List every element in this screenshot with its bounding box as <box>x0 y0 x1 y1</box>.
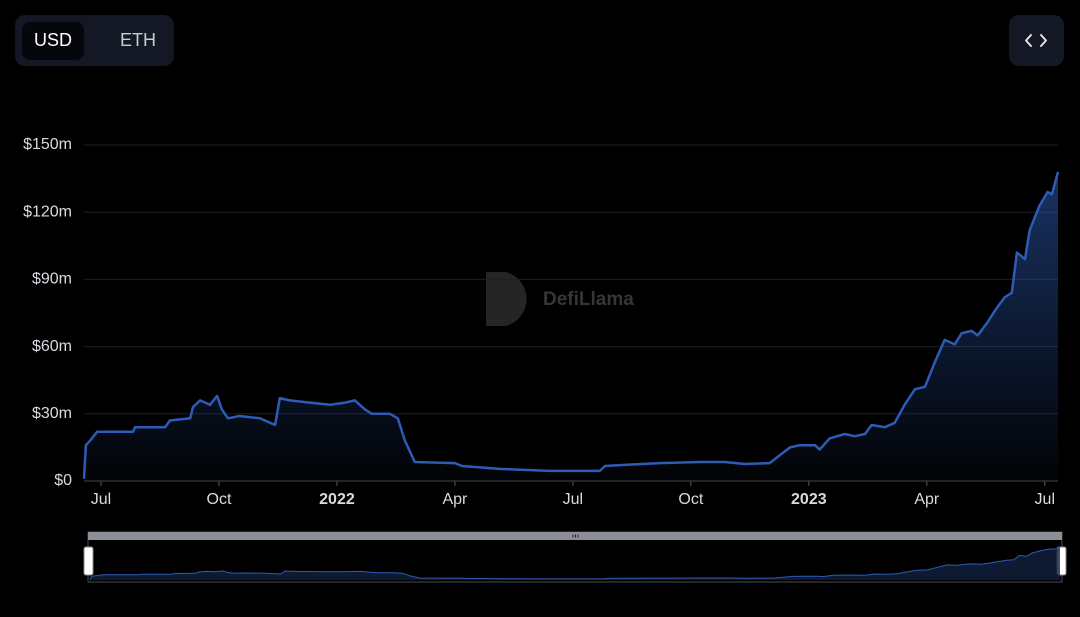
embed-button[interactable] <box>1009 15 1064 66</box>
x-tick-label: Jul <box>1035 491 1055 508</box>
area <box>84 171 1058 481</box>
y-tick-label: $60m <box>32 338 72 355</box>
embed-icon <box>1025 34 1047 47</box>
x-tick-label: Oct <box>678 491 703 508</box>
mini-area <box>90 546 1060 580</box>
mini-line <box>89 546 1061 581</box>
watermark-logo <box>486 272 527 326</box>
toggle-eth[interactable]: ETH <box>120 30 156 50</box>
y-tick-label: $120m <box>23 203 72 220</box>
x-tick-label: Apr <box>442 491 468 508</box>
toggle-usd[interactable]: USD <box>34 30 72 50</box>
y-tick-label: $30m <box>32 405 72 422</box>
y-tick-label: $150m <box>23 136 72 153</box>
x-tick-label: 2022 <box>319 491 355 508</box>
brush-grip <box>572 534 579 538</box>
watermark-text: DefiLlama <box>543 289 634 310</box>
x-tick-label: Oct <box>207 491 232 508</box>
x-tick-label: Jul <box>91 491 111 508</box>
line <box>82 171 1060 479</box>
toggle-active[interactable] <box>22 22 84 60</box>
brush-handle-left[interactable] <box>83 546 94 576</box>
y-tick-label: $90m <box>32 271 72 288</box>
x-tick-label: Apr <box>914 491 940 508</box>
watermark: DefiLlama <box>486 272 634 326</box>
x-tick-label: 2023 <box>791 491 827 508</box>
y-tick-label: $0 <box>54 472 72 489</box>
x-tick-label: Jul <box>563 491 583 508</box>
